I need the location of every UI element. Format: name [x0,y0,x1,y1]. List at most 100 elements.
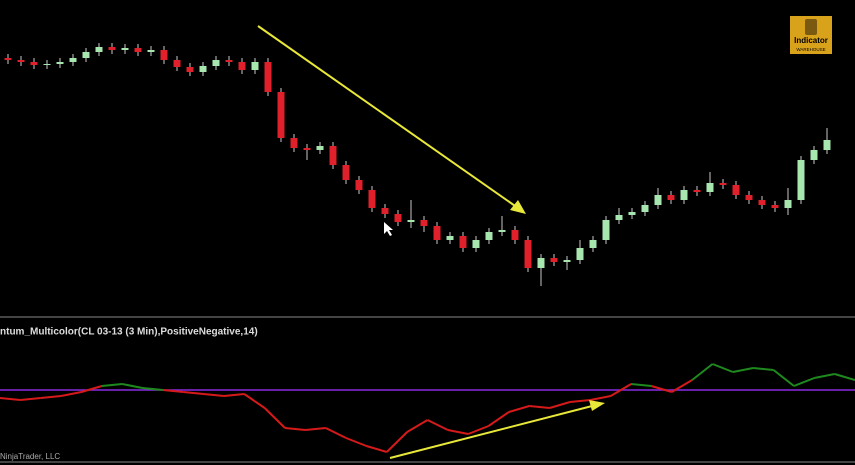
indicator-segment [121,383,143,389]
candle-body [160,50,168,60]
indicator-segment [671,379,693,393]
logo-subtext: WAREHOUSE [796,47,825,52]
candle-body [381,208,389,214]
candle-body [537,258,545,268]
arrow-head [589,400,605,411]
candle-body [758,200,766,205]
candle-body [30,62,38,65]
candle-body [17,60,25,62]
candle-body [277,92,285,138]
indicator-segment [814,373,835,379]
candle-body [251,62,259,70]
indicator-segment [305,427,326,431]
trend-arrow [257,25,519,209]
indicator-segment [345,437,367,447]
candle-body [147,50,155,52]
candle-body [615,215,623,220]
indicator-segment [81,385,103,393]
indicator-segment [630,383,652,387]
candle-body [186,67,194,72]
trend-arrow [389,404,597,459]
candle-body [680,190,688,200]
indicator-segment [263,407,286,429]
indicator-segment [386,431,408,453]
logo: Indicator WAREHOUSE [790,16,832,54]
candle-body [563,260,571,262]
indicator-title: ntum_Multicolor(CL 03-13 (3 Min),Positiv… [0,327,258,338]
candle-body [641,205,649,212]
indicator-segment [529,405,550,409]
indicator-segment [467,425,489,435]
candle-body [459,236,467,248]
candle-body [784,200,792,208]
indicator-segment [549,401,571,409]
candle-body [732,185,740,195]
candle-body [511,230,519,240]
copyright: NinjaTrader, LLC [0,452,60,461]
candle-body [173,60,181,67]
candle-body [576,248,584,260]
candle-body [797,160,805,200]
candle-body [485,232,493,240]
candle-body [199,66,207,72]
candle-body [407,220,415,222]
mouse-cursor [384,222,393,236]
indicator-segment [142,387,163,391]
candle-body [823,140,831,150]
indicator-segment [203,393,225,397]
candle-body [420,220,428,226]
candle-body [498,230,506,232]
indicator-segment [325,427,347,439]
indicator-segment [488,411,510,427]
indicator-segment [162,389,184,393]
candle-body [524,240,532,268]
indicator-segment [712,363,734,373]
indicator-segment [691,363,714,381]
indicator-segment [243,393,266,409]
candle-body [212,60,220,66]
candle-body [693,190,701,192]
indicator-segment [447,429,469,435]
logo-text: Indicator [794,36,828,45]
indicator-segment [183,391,204,395]
candle-body [56,62,64,64]
candle-body [628,212,636,215]
indicator-segment [610,383,632,397]
candle-body [134,48,142,52]
indicator-segment [772,369,795,387]
candle-body [719,183,727,185]
indicator-segment [590,395,611,401]
candle-body [355,180,363,190]
candle-body [4,58,12,60]
candle-body [225,60,233,62]
candle-body [264,62,272,92]
candle-body [394,214,402,222]
candle-body [368,190,376,208]
candle-body [472,240,480,248]
candle-body [589,240,597,248]
logo-icon [805,19,817,35]
candle-body [69,58,77,62]
indicator-segment [753,367,774,371]
indicator-segment [508,405,530,413]
indicator-segment [0,397,21,401]
indicator-segment [569,399,591,403]
candle-body [316,146,324,150]
candle-body [121,48,129,50]
candle-body [550,258,558,262]
candle-body [433,226,441,240]
candle-body [329,146,337,165]
candle-body [745,195,753,200]
candle-body [446,236,454,240]
indicator-segment [20,397,41,401]
indicator-segment [284,427,306,431]
candle-body [654,195,662,205]
indicator-segment [793,377,815,387]
indicator-segment [223,393,245,397]
indicator-segment [427,419,449,431]
indicator-segment [651,385,673,393]
indicator-segment [60,391,82,397]
candle-body [82,52,90,58]
